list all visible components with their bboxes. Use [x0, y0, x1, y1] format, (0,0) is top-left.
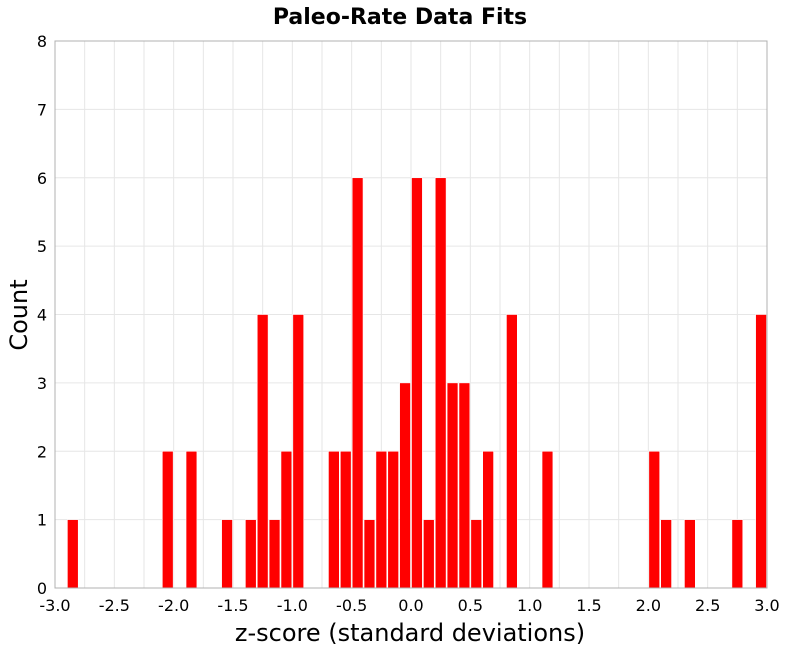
- histogram-bar: [506, 314, 518, 589]
- histogram-bar: [660, 519, 672, 589]
- histogram-bar: [256, 314, 269, 589]
- histogram-bar: [245, 519, 257, 589]
- histogram-bar: [731, 519, 744, 589]
- chart-title: Paleo-Rate Data Fits: [273, 5, 527, 30]
- histogram-bar: [221, 519, 233, 589]
- histogram-bar: [399, 382, 411, 589]
- x-tick-label: -2.0: [158, 596, 189, 615]
- histogram-bar: [162, 450, 174, 589]
- histogram-bar: [458, 382, 471, 589]
- histogram-bar: [755, 314, 767, 589]
- x-tick-label: -2.5: [99, 596, 130, 615]
- histogram-bar: [541, 450, 554, 589]
- x-tick-label: 3.0: [754, 596, 779, 615]
- histogram-bar: [375, 450, 388, 589]
- y-tick-label: 7: [37, 100, 47, 119]
- x-tick-label: 1.5: [576, 596, 601, 615]
- y-axis-ticks: 0 1 2 3 4 5 6 7 8: [37, 32, 47, 598]
- histogram-bar: [292, 314, 305, 589]
- histogram-bar: [648, 450, 660, 589]
- x-tick-label: -1.5: [217, 596, 248, 615]
- histogram-bar: [411, 177, 423, 589]
- x-axis-label: z-score (standard deviations): [235, 619, 585, 647]
- x-tick-label: -0.5: [336, 596, 367, 615]
- histogram-bar: [423, 519, 435, 589]
- histogram-bar: [280, 450, 293, 589]
- histogram-bar: [339, 450, 352, 589]
- y-tick-label: 1: [37, 511, 47, 530]
- y-tick-label: 5: [37, 237, 47, 256]
- histogram-bar: [470, 519, 483, 589]
- histogram-bar: [387, 450, 399, 589]
- y-axis-label: Count: [5, 279, 33, 350]
- histogram-bar: [268, 519, 281, 589]
- y-tick-label: 4: [37, 306, 47, 325]
- histogram-bar: [328, 450, 340, 589]
- x-tick-label: 0.0: [398, 596, 423, 615]
- histogram-bar: [434, 177, 447, 589]
- y-tick-label: 8: [37, 32, 47, 51]
- x-tick-label: -1.0: [277, 596, 308, 615]
- x-tick-label: -3.0: [39, 596, 70, 615]
- histogram-bars: [67, 177, 767, 589]
- plot-frame: [54, 40, 768, 589]
- histogram-bar: [351, 177, 364, 589]
- histogram-bar: [363, 519, 376, 589]
- x-axis-ticks: -3.0 -2.5 -2.0 -1.5 -1.0 -0.5 0.0 0.5 1.0 1.5 2.0 2…: [39, 596, 779, 615]
- y-tick-label: 6: [37, 169, 47, 188]
- histogram-bar: [185, 450, 198, 589]
- y-tick-label: 0: [37, 579, 47, 598]
- x-tick-label: 1.0: [517, 596, 542, 615]
- histogram-bar: [67, 519, 79, 589]
- histogram-bar: [684, 519, 696, 589]
- grid-lines: [54, 40, 768, 589]
- histogram-bar: [482, 450, 494, 589]
- y-tick-label: 2: [37, 442, 47, 461]
- x-tick-label: 2.5: [695, 596, 720, 615]
- y-tick-label: 3: [37, 374, 47, 393]
- x-tick-label: 2.0: [636, 596, 661, 615]
- x-tick-label: 0.5: [458, 596, 483, 615]
- histogram-bar: [446, 382, 459, 589]
